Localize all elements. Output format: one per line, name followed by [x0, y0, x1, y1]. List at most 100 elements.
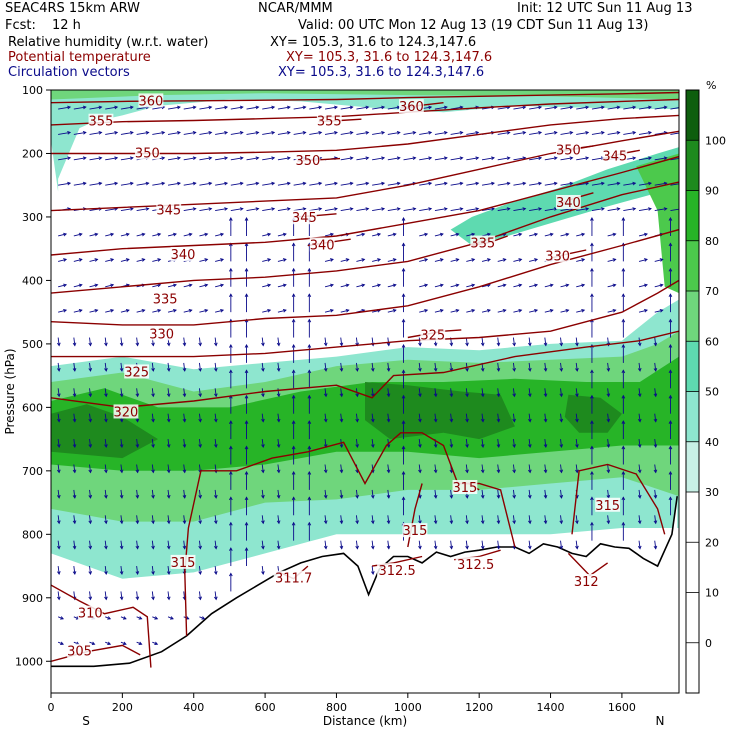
vector-head	[323, 469, 328, 474]
vector-arrow	[244, 420, 249, 440]
vector-shaft	[387, 540, 390, 549]
vector-shaft	[497, 157, 510, 161]
vector-shaft	[89, 540, 91, 549]
vector-head	[355, 520, 359, 525]
vector-arrow	[277, 308, 287, 313]
vector-arrow	[215, 181, 229, 186]
vector-head	[549, 232, 554, 237]
vector-head	[653, 418, 658, 423]
y-tick-label: 300	[22, 211, 43, 224]
theta-contour-label: 325	[124, 365, 149, 380]
vector-head	[104, 494, 108, 499]
vector-head	[392, 308, 397, 313]
x-tick-label: 0	[48, 701, 55, 714]
vector-arrow	[590, 470, 594, 490]
vector-head	[276, 469, 281, 474]
vector-shaft	[638, 182, 652, 186]
vector-head	[433, 494, 438, 499]
vector-arrow	[230, 131, 244, 135]
vector-head	[244, 369, 249, 374]
vector-shaft	[434, 258, 444, 262]
vector-head	[229, 496, 233, 501]
vector-arrow	[653, 362, 658, 372]
vector-shaft	[638, 157, 652, 161]
vector-head	[663, 156, 668, 161]
vector-arrow	[543, 489, 548, 499]
vector-arrow	[419, 232, 429, 237]
vector-shaft	[309, 182, 322, 186]
vector-head	[506, 131, 511, 135]
vector-arrow	[323, 337, 328, 347]
vector-head	[104, 367, 108, 372]
vector-arrow	[229, 217, 233, 236]
vector-head	[543, 444, 548, 449]
vector-arrow	[591, 105, 605, 110]
vector-head	[255, 181, 260, 186]
vector-arrow	[559, 464, 564, 474]
vector-arrow	[434, 258, 444, 262]
vector-head	[173, 308, 177, 313]
vector-shaft	[387, 337, 390, 346]
vector-shaft	[497, 258, 506, 262]
vector-head	[114, 156, 119, 161]
vector-head	[125, 258, 130, 262]
vector-arrow	[637, 362, 642, 372]
vector-head	[302, 181, 307, 186]
vector-arrow	[198, 565, 202, 575]
vector-shaft	[466, 309, 475, 313]
vector-arrow	[512, 362, 516, 372]
forecast-value: 12 h	[52, 18, 81, 33]
vector-shaft	[324, 413, 327, 422]
vector-arrow	[215, 308, 225, 313]
vector-shaft	[481, 182, 495, 186]
vector-head	[361, 232, 366, 237]
vector-arrow	[387, 308, 397, 313]
vector-arrow	[386, 362, 391, 372]
vector-shaft	[512, 413, 515, 422]
vector-head	[229, 217, 233, 221]
vector-shaft	[623, 208, 636, 212]
vector-head	[98, 156, 103, 161]
vector-arrow	[401, 217, 406, 236]
theta-contour-label: 345	[292, 211, 317, 226]
vector-head	[129, 105, 134, 110]
vector-head	[166, 418, 171, 423]
vector-head	[365, 207, 370, 211]
vector-head	[549, 308, 554, 313]
vector-head	[471, 283, 476, 288]
vector-arrow	[198, 540, 202, 550]
vector-shaft	[450, 258, 459, 262]
vector-shaft	[497, 464, 500, 473]
vector-shaft	[183, 337, 186, 346]
vector-shaft	[58, 233, 67, 237]
colorbar-tick-label: 80	[705, 235, 719, 248]
vector-arrow	[119, 362, 124, 372]
vector-arrow	[513, 308, 523, 313]
vector-shaft	[214, 413, 217, 422]
vector-shaft	[277, 106, 291, 110]
vector-arrow	[291, 267, 296, 287]
vector-arrow	[277, 232, 287, 237]
vector-shaft	[607, 413, 610, 422]
vector-arrow	[606, 515, 611, 525]
vector-shaft	[497, 540, 500, 549]
vector-head	[581, 258, 586, 262]
vector-head	[98, 181, 103, 186]
vector-arrow	[340, 283, 350, 288]
vector-head	[496, 393, 501, 398]
x-tick-label: 1000	[394, 701, 422, 714]
vector-head	[565, 308, 570, 313]
vector-shaft	[58, 182, 71, 186]
vector-arrow	[136, 616, 143, 620]
vector-head	[307, 343, 312, 348]
vector-arrow	[386, 337, 391, 347]
vector-head	[104, 393, 108, 398]
vector-head	[151, 596, 155, 601]
vector-arrow	[576, 131, 590, 135]
vector-arrow	[88, 362, 93, 372]
vector-shaft	[167, 515, 170, 524]
vector-arrow	[512, 464, 516, 474]
vector-head	[166, 520, 171, 525]
vector-arrow	[418, 362, 422, 372]
